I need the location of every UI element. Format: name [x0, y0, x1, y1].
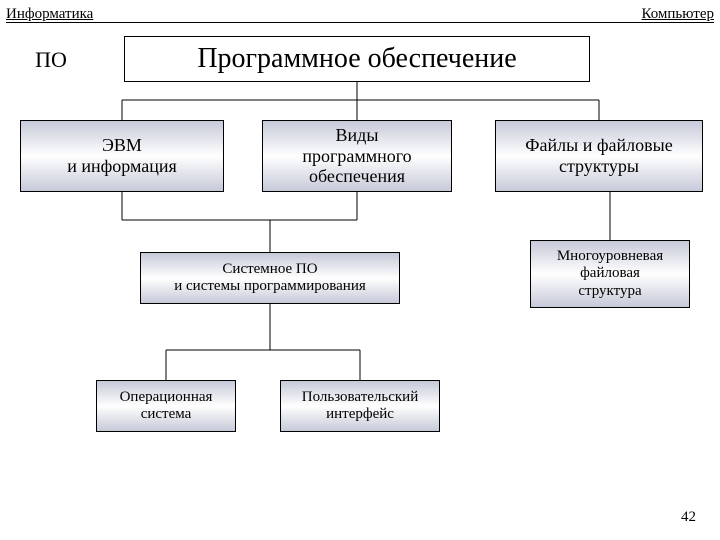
node-os-text: Операционнаясистема: [120, 389, 213, 424]
diagram-canvas: Информатика Компьютер ПО Программное: [0, 0, 720, 540]
node-ui: Пользовательскийинтерфейс: [280, 380, 440, 432]
node-files: Файлы и файловыеструктуры: [495, 120, 703, 192]
node-types: Видыпрограммногообеспечения: [262, 120, 452, 192]
node-evm-text: ЭВМи информация: [67, 135, 177, 176]
node-system-po: Системное ПОи системы программирования: [140, 252, 400, 304]
node-evm: ЭВМи информация: [20, 120, 224, 192]
node-files-text: Файлы и файловыеструктуры: [525, 135, 672, 176]
node-system-po-text: Системное ПОи системы программирования: [174, 261, 366, 296]
po-label: ПО: [22, 40, 80, 80]
node-os: Операционнаясистема: [96, 380, 236, 432]
title-text: Программное обеспечение: [197, 43, 516, 75]
node-types-text: Видыпрограммногообеспечения: [302, 125, 411, 187]
node-multilevel: Многоуровневаяфайловаяструктура: [530, 240, 690, 308]
node-multilevel-text: Многоуровневаяфайловаяструктура: [557, 248, 663, 300]
header-right: Компьютер: [641, 6, 714, 23]
header-rule: [6, 22, 714, 23]
title-box: Программное обеспечение: [124, 36, 590, 82]
page-number: 42: [681, 509, 696, 526]
header-left: Информатика: [6, 6, 93, 23]
po-label-text: ПО: [35, 47, 67, 73]
node-ui-text: Пользовательскийинтерфейс: [302, 389, 419, 424]
